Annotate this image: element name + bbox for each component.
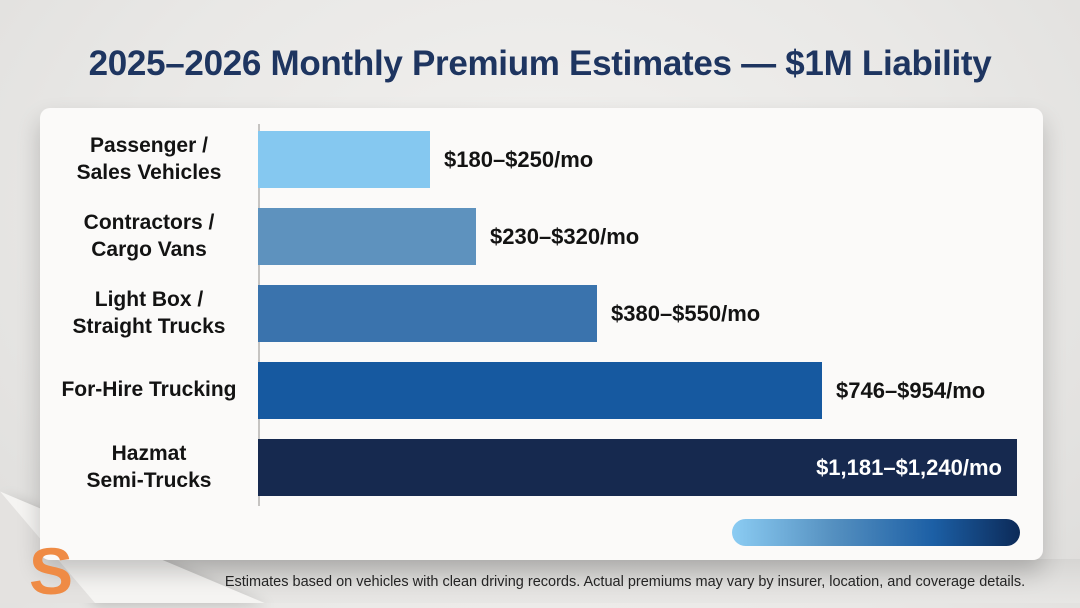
bar-track: $1,181–$1,240/mo <box>258 439 1037 496</box>
value-label: $180–$250/mo <box>444 146 594 172</box>
bar <box>258 208 476 265</box>
category-label: For-Hire Trucking <box>40 377 258 404</box>
category-label-line: For-Hire Trucking <box>61 378 237 402</box>
page-title: 2025–2026 Monthly Premium Estimates — $1… <box>88 44 992 83</box>
value-label: $1,181–$1,240/mo <box>816 454 1002 480</box>
gradient-legend <box>732 519 1020 546</box>
bar-track: $746–$954/mo <box>258 362 1037 419</box>
category-label-line: Contractors / <box>83 210 215 234</box>
category-label-line: Semi-Trucks <box>86 468 212 492</box>
category-label: Light Box / Straight Trucks <box>40 287 258 341</box>
category-label-line: Straight Trucks <box>72 314 226 338</box>
brand-logo-letter: S <box>29 534 74 608</box>
bar-rows: Passenger / Sales Vehicles $180–$250/mo C… <box>40 121 1037 506</box>
chart-card: Passenger / Sales Vehicles $180–$250/mo C… <box>40 108 1043 560</box>
bar-track: $180–$250/mo <box>258 131 1037 188</box>
bar: $1,181–$1,240/mo <box>258 439 1017 496</box>
bar-track: $230–$320/mo <box>258 208 1037 265</box>
bar-row: Contractors / Cargo Vans $230–$320/mo <box>40 198 1037 275</box>
bar-row: Passenger / Sales Vehicles $180–$250/mo <box>40 121 1037 198</box>
bar-row: Light Box / Straight Trucks $380–$550/mo <box>40 275 1037 352</box>
category-label-line: Passenger / <box>90 133 208 157</box>
bar-row: For-Hire Trucking $746–$954/mo <box>40 352 1037 429</box>
bar-row: Hazmat Semi-Trucks $1,181–$1,240/mo <box>40 429 1037 506</box>
category-label-line: Cargo Vans <box>91 237 207 261</box>
category-label: Passenger / Sales Vehicles <box>40 133 258 187</box>
value-label: $230–$320/mo <box>490 223 640 249</box>
bar <box>258 285 597 342</box>
category-label: Hazmat Semi-Trucks <box>40 441 258 495</box>
value-label: $380–$550/mo <box>611 300 761 326</box>
category-label-line: Sales Vehicles <box>76 160 222 184</box>
bar <box>258 131 430 188</box>
category-label-line: Hazmat <box>111 441 187 465</box>
bar <box>258 362 822 419</box>
footnote-text: Estimates based on vehicles with clean d… <box>224 574 1026 590</box>
category-label: Contractors / Cargo Vans <box>40 210 258 264</box>
category-label-line: Light Box / <box>94 287 204 311</box>
value-label: $746–$954/mo <box>836 377 986 403</box>
bar-track: $380–$550/mo <box>258 285 1037 342</box>
